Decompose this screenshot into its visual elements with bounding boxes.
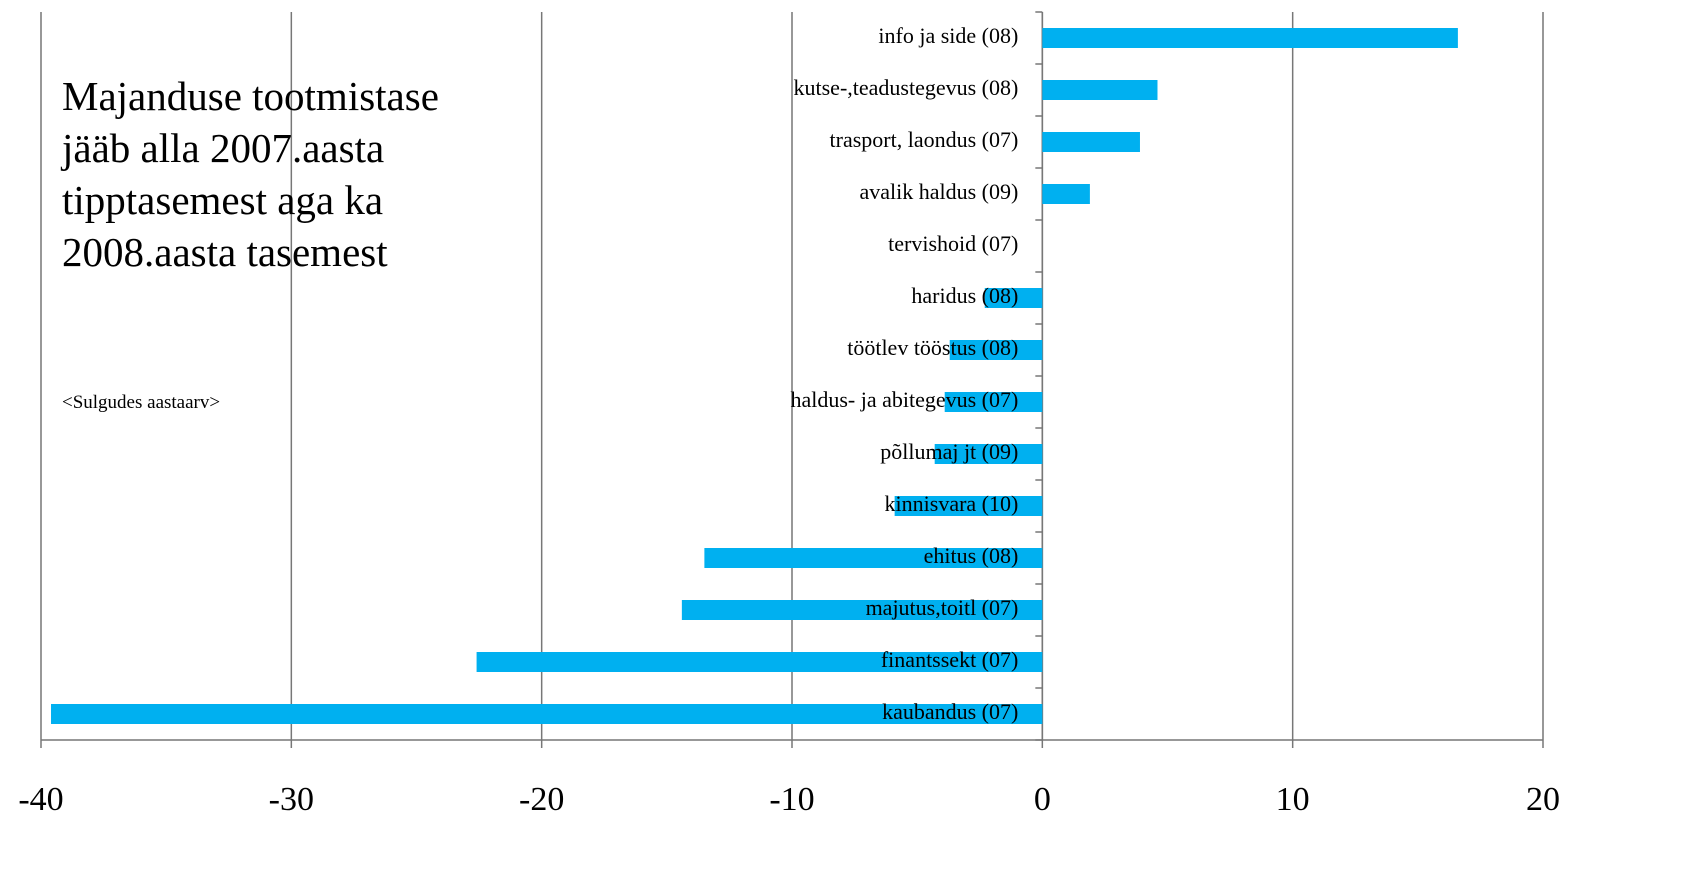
category-label: kinnisvara (10) — [885, 491, 1019, 516]
bar — [1042, 28, 1458, 48]
x-tick-label: 10 — [1276, 781, 1310, 818]
category-label: põllumaj jt (09) — [880, 439, 1018, 464]
category-label: majutus,toitl (07) — [866, 595, 1019, 620]
category-label: töötlev tööstus (08) — [847, 335, 1018, 360]
category-label: ehitus (08) — [924, 543, 1019, 568]
x-tick-label: -20 — [519, 781, 564, 818]
x-tick-label: 0 — [1034, 781, 1051, 818]
bar — [1042, 132, 1140, 152]
bar — [704, 548, 1043, 568]
category-label: kutse-,teadustegevus (08) — [794, 75, 1019, 100]
bar — [476, 652, 1043, 672]
bar — [944, 392, 1043, 412]
category-label: tervishoid (07) — [888, 231, 1018, 256]
category-label: kaubandus (07) — [882, 699, 1018, 724]
bar — [1042, 184, 1090, 204]
category-label: haridus (08) — [911, 283, 1018, 308]
bar — [984, 288, 1043, 308]
category-label: info ja side (08) — [878, 23, 1018, 48]
bar — [51, 704, 1043, 724]
category-label: avalik haldus (09) — [859, 179, 1018, 204]
chart-subtitle: <Sulgudes aastaarv> — [62, 392, 221, 413]
bar — [681, 600, 1043, 620]
category-label: trasport, laondus (07) — [830, 127, 1019, 152]
bar — [949, 340, 1043, 360]
bar — [934, 444, 1043, 464]
x-tick-label: 20 — [1526, 781, 1560, 818]
x-tick-label: -40 — [18, 781, 63, 818]
x-tick-label: -30 — [269, 781, 314, 818]
chart-title: Majanduse tootmistase jääb alla 2007.aas… — [62, 73, 439, 275]
category-label: finantssekt (07) — [881, 647, 1018, 672]
category-label: haldus- ja abitegevus (07) — [790, 387, 1018, 412]
bar — [1042, 80, 1158, 100]
bar — [894, 496, 1043, 516]
x-tick-label: -10 — [769, 781, 814, 818]
